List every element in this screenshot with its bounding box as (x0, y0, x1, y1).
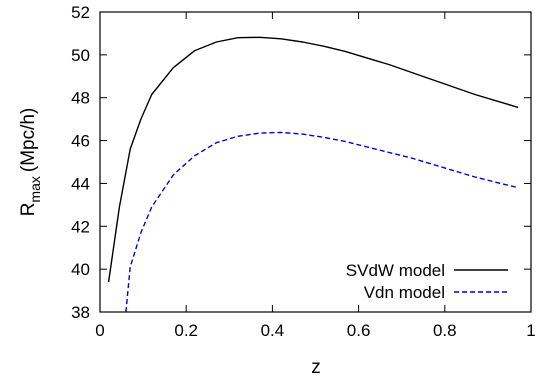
series-line-svdw (107, 36, 519, 283)
x-tick-label: 0.6 (347, 321, 371, 340)
legend: SVdW model Vdn model (346, 261, 508, 302)
x-tick-label: 0.8 (433, 321, 457, 340)
series-line-vdn (125, 131, 519, 313)
y-tick-label: 50 (71, 46, 90, 65)
y-tick-label: 42 (71, 217, 90, 236)
y-tick-label: 46 (71, 132, 90, 151)
x-tick-label: 1 (526, 321, 535, 340)
legend-label-vdn: Vdn model (364, 283, 445, 302)
y-axis-label: Rmax (Mpc/h) (18, 108, 43, 217)
x-tick-label: 0.2 (174, 321, 198, 340)
plot-frame (99, 11, 532, 313)
x-tick-label: 0 (95, 321, 104, 340)
y-axis-label-subscript: max (27, 176, 43, 202)
series-layer (107, 36, 519, 313)
x-tick-label: 0.4 (261, 321, 285, 340)
y-tick-label: 38 (71, 303, 90, 322)
ticks-layer: 0 0.2 0.4 0.6 0.8 1 38 40 42 44 46 48 50 52 (71, 3, 536, 340)
legend-label-svdw: SVdW model (346, 261, 445, 280)
y-tick-label: 44 (71, 174, 90, 193)
y-axis-label-symbol: R (18, 203, 39, 217)
y-tick-label: 40 (71, 260, 90, 279)
y-tick-label: 52 (71, 3, 90, 22)
y-axis-label-unit: (Mpc/h) (18, 108, 39, 172)
y-tick-label: 48 (71, 89, 90, 108)
x-axis-label: z (311, 357, 321, 378)
svg-text:Rmax(Mpc/h): Rmax (Mpc/h) (18, 108, 43, 217)
